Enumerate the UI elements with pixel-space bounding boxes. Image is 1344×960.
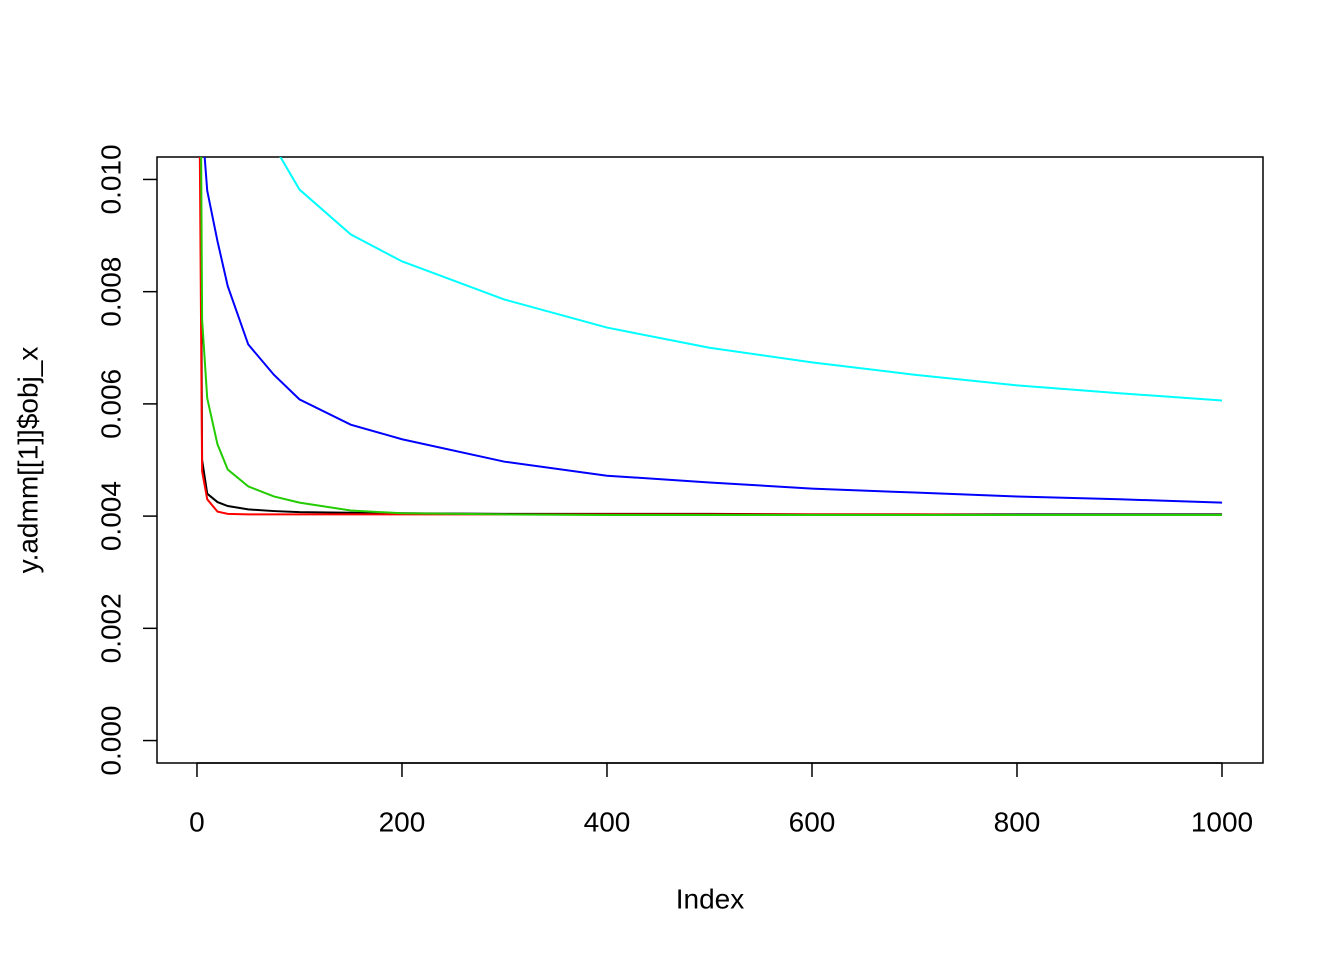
series-line [198,157,1222,516]
plot-area [198,157,1223,516]
x-tick-label: 0 [189,806,205,837]
series-line [203,157,1223,504]
x-tick-label: 200 [379,806,426,837]
y-tick-label: 0.010 [95,144,126,214]
y-tick-label: 0.002 [95,593,126,663]
y-tick-label: 0.004 [95,481,126,551]
x-tick-label: 1000 [1191,806,1253,837]
x-tick-label: 400 [584,806,631,837]
y-tick-label: 0.008 [95,257,126,327]
series-line [199,157,1222,516]
y-axis-label: y.admm[[1]]$obj_x [12,347,43,574]
x-tick-label: 800 [994,806,1041,837]
x-tick-label: 600 [789,806,836,837]
x-axis-label: Index [676,883,745,914]
series-line [279,157,1223,402]
series-line [200,157,1222,516]
plot-box [156,156,1264,764]
y-tick-label: 0.000 [95,706,126,776]
y-tick-label: 0.006 [95,369,126,439]
